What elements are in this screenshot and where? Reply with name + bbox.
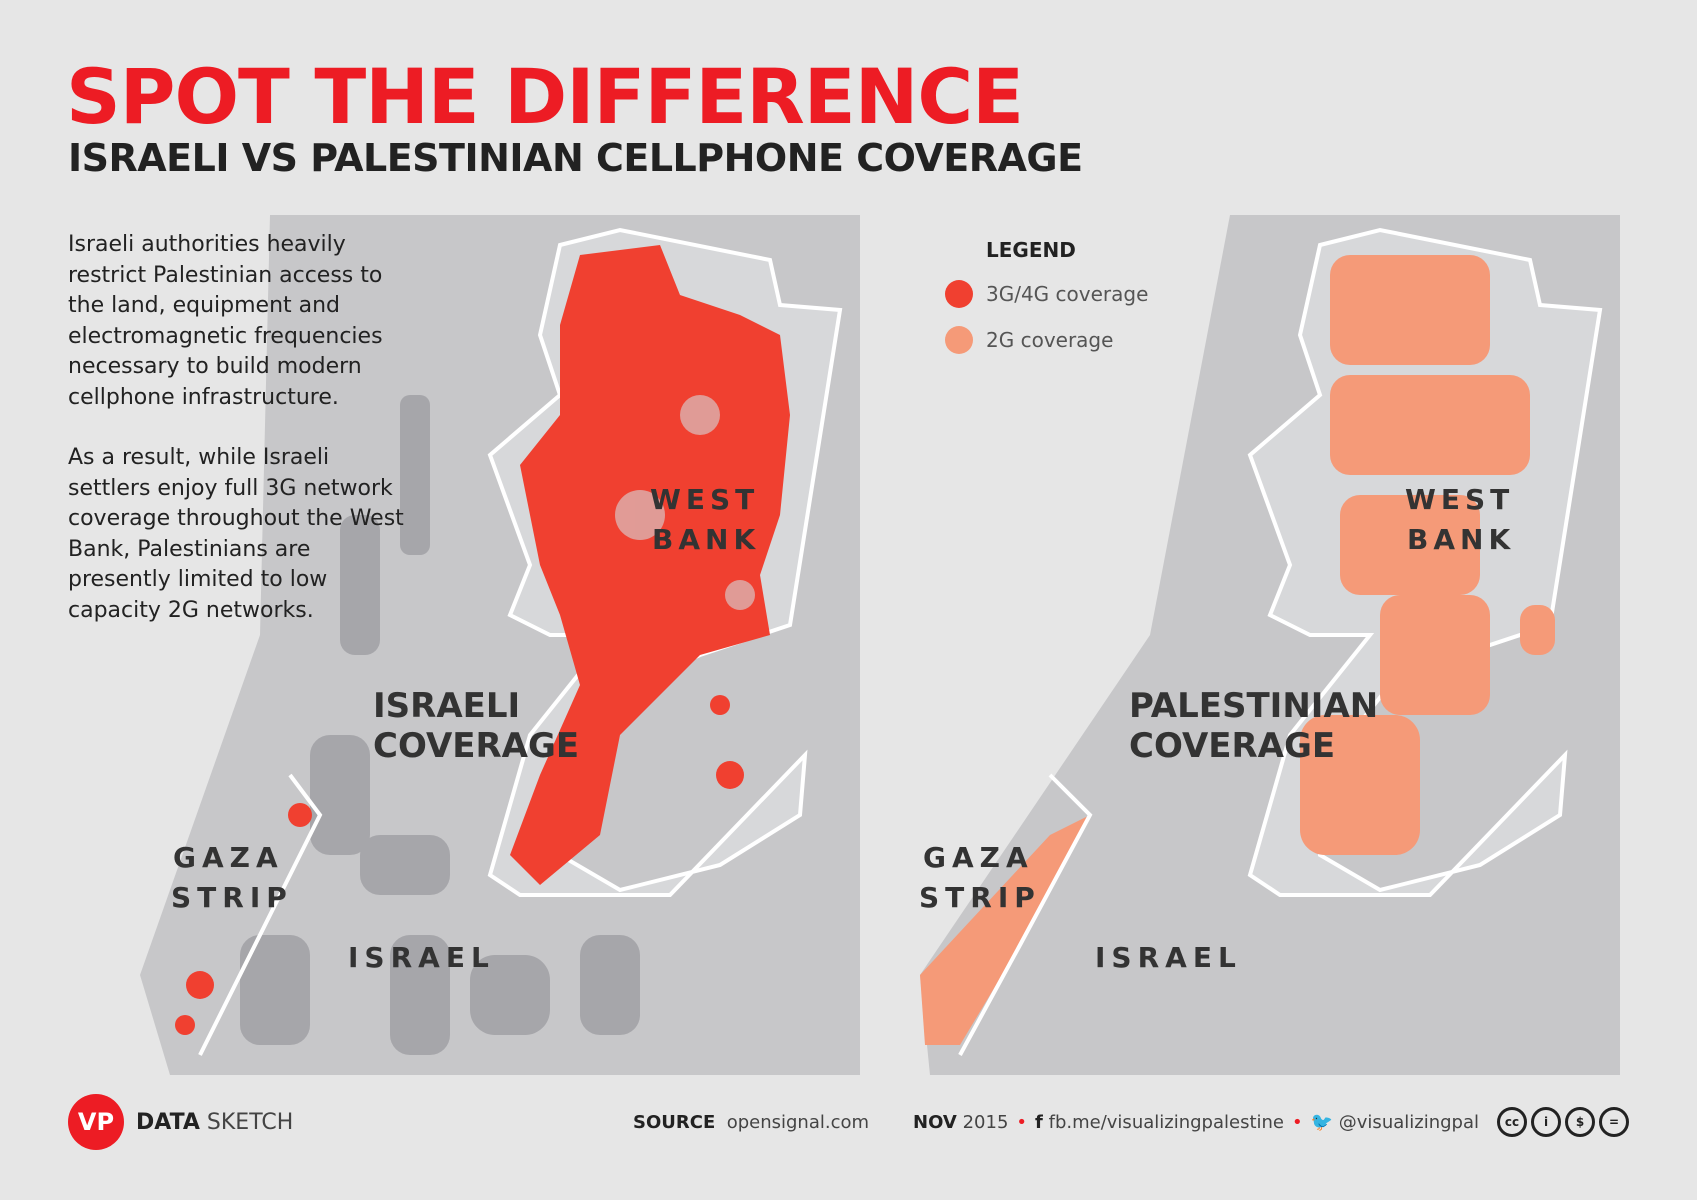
source-label: SOURCE (633, 1111, 716, 1133)
intro-paragraph: Israeli authorities heavily restrict Pal… (68, 232, 383, 410)
cc-icon: cc (1497, 1107, 1527, 1137)
intro-text: Israeli authorities heavily restrict Pal… (68, 230, 408, 656)
map-title: PALESTINIAN (1129, 686, 1378, 726)
legend-title: LEGEND (986, 238, 1076, 262)
legend-swatch (945, 326, 973, 354)
map-title-2: COVERAGE (1129, 726, 1335, 766)
west-bank-label: WEST (1405, 483, 1514, 516)
2g-coverage-areas (920, 255, 1555, 1045)
facebook-link[interactable]: fb.me/visualizingpalestine (1048, 1111, 1284, 1133)
gaza-label: GAZA (173, 841, 284, 874)
page-subtitle: ISRAELI VS PALESTINIAN CELLPHONE COVERAG… (68, 136, 1083, 180)
legend: LEGEND 3G/4G coverage 2G coverage (945, 238, 1148, 372)
twitter-link[interactable]: @visualizingpal (1338, 1111, 1479, 1133)
legend-label: 3G/4G coverage (986, 282, 1149, 306)
noderivatives-icon: = (1599, 1107, 1629, 1137)
date-year: 2015 (962, 1111, 1009, 1133)
brand-bold: DATA (136, 1109, 200, 1135)
gaza-label-2: STRIP (919, 881, 1041, 914)
west-bank-label-2: BANK (1407, 523, 1515, 556)
west-bank-label-2: BANK (652, 523, 760, 556)
map-title: ISRAELI (373, 686, 520, 726)
footer: VP DATA SKETCH SOURCE opensignal.com NOV… (68, 1094, 1629, 1150)
west-bank-label: WEST (650, 483, 759, 516)
israeli-settlement-areas (240, 395, 640, 1055)
page-title: SPOT THE DIFFERENCE (66, 52, 1024, 141)
gaza-label-2: STRIP (171, 881, 293, 914)
gaza-label: GAZA (923, 841, 1034, 874)
legend-label: 2G coverage (986, 328, 1114, 352)
3g-coverage-areas (175, 245, 790, 1035)
license-icons: cc i $ = (1497, 1107, 1629, 1137)
legend-item: 2G coverage (945, 326, 1148, 354)
brand-light: SKETCH (206, 1109, 294, 1135)
source-link[interactable]: opensignal.com (726, 1111, 870, 1133)
brand: DATA SKETCH (136, 1110, 293, 1135)
facebook-icon: f (1035, 1111, 1043, 1133)
israel-label: ISRAEL (1095, 941, 1242, 974)
palestinian-coverage-map: WEST BANK PALESTINIAN COVERAGE GAZA STRI… (919, 215, 1620, 1075)
israeli-coverage-map: WEST BANK ISRAELI COVERAGE GAZA STRIP IS… (140, 215, 860, 1075)
attribution-icon: i (1531, 1107, 1561, 1137)
intro-paragraph: As a result, while Israeli settlers enjo… (68, 445, 404, 623)
legend-item: 3G/4G coverage (945, 280, 1148, 308)
legend-swatch (945, 280, 973, 308)
israel-label: ISRAEL (348, 941, 495, 974)
twitter-icon: 🐦 (1310, 1111, 1334, 1133)
date-month: NOV (913, 1111, 957, 1133)
noncommercial-icon: $ (1565, 1107, 1595, 1137)
vp-logo: VP (68, 1094, 124, 1150)
map-title-2: COVERAGE (373, 726, 579, 766)
